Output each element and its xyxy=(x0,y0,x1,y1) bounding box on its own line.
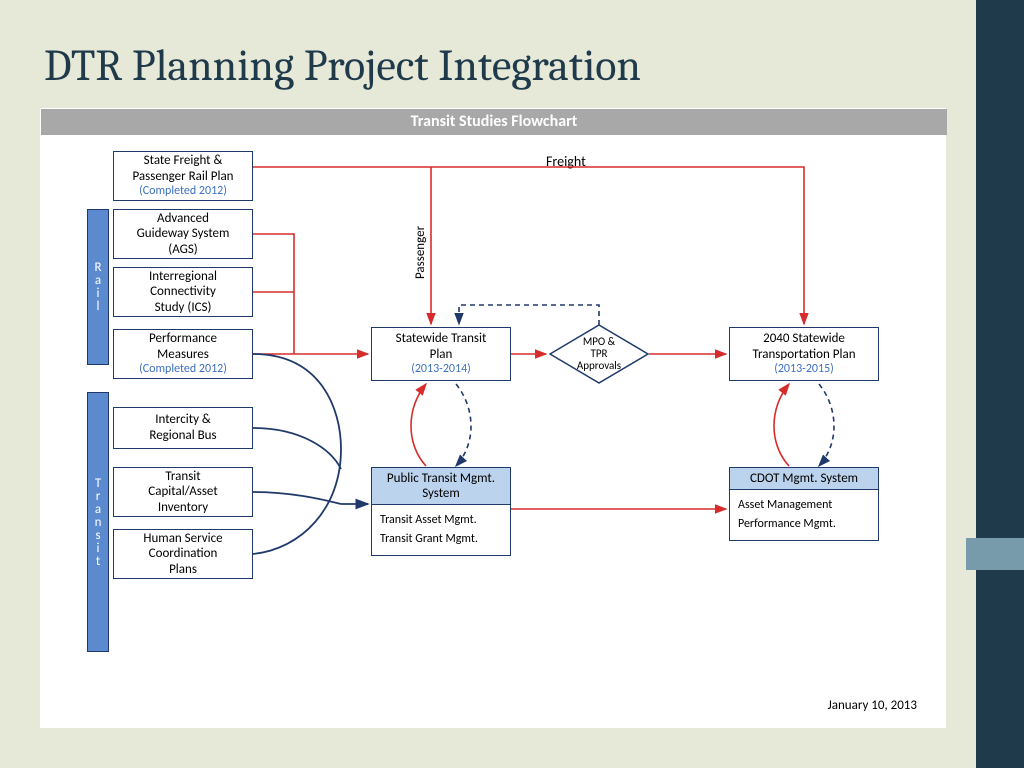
text: Transit Asset Mgmt. xyxy=(380,511,502,530)
text: Intercity & xyxy=(155,412,211,428)
transit-category: Transit xyxy=(87,392,109,652)
text: Human Service xyxy=(143,531,222,547)
text: Transit Grant Mgmt. xyxy=(380,530,502,549)
node-cdot-mgmt: CDOT Mgmt. System Asset Management Perfo… xyxy=(729,467,879,541)
sidebar-stripe xyxy=(976,0,1024,768)
date-label: January 10, 2013 xyxy=(828,698,917,713)
text: (2013-2015) xyxy=(774,362,834,376)
text: Guideway System xyxy=(137,226,230,242)
node-2040-plan: 2040 Statewide Transportation Plan (2013… xyxy=(729,327,879,381)
text: Coordination xyxy=(149,546,218,562)
text: (Completed 2012) xyxy=(139,362,227,376)
page-title: DTR Planning Project Integration xyxy=(44,40,641,91)
sys-head: CDOT Mgmt. System xyxy=(730,468,878,490)
text: (Completed 2012) xyxy=(139,184,227,198)
text: Statewide Transit xyxy=(396,331,487,347)
node-intercity-bus: Intercity & Regional Bus xyxy=(113,407,253,449)
text: Study (ICS) xyxy=(155,300,212,316)
node-ptms: Public Transit Mgmt. System Transit Asse… xyxy=(371,467,511,556)
sys-head: Public Transit Mgmt. System xyxy=(372,468,510,505)
text: Plans xyxy=(169,562,197,578)
text: Advanced xyxy=(157,211,209,227)
node-human-service: Human Service Coordination Plans xyxy=(113,529,253,579)
text: Performance Mgmt. xyxy=(738,515,870,534)
freight-label: Freight xyxy=(546,153,586,170)
text: (2013-2014) xyxy=(411,362,471,376)
text: Approvals xyxy=(577,360,621,372)
node-capital-asset: Transit Capital/Asset Inventory xyxy=(113,467,253,517)
node-performance: Performance Measures (Completed 2012) xyxy=(113,329,253,379)
node-ags: Advanced Guideway System (AGS) xyxy=(113,209,253,259)
text: Measures xyxy=(157,347,209,363)
flowchart-panel: Transit Studies Flowchart Rail Transit S… xyxy=(40,108,946,728)
rail-category: Rail xyxy=(87,209,109,365)
text: 2040 Statewide xyxy=(763,331,845,347)
text: Transportation Plan xyxy=(752,347,855,363)
passenger-label: Passenger xyxy=(413,226,428,279)
text: Performance xyxy=(149,331,217,347)
text: Connectivity xyxy=(150,284,216,300)
text: Transit xyxy=(165,469,200,485)
text: Inventory xyxy=(158,500,208,516)
node-statewide-transit-plan: Statewide Transit Plan (2013-2014) xyxy=(371,327,511,381)
text: (AGS) xyxy=(168,242,198,258)
text: Interregional xyxy=(149,269,217,285)
text: Capital/Asset xyxy=(148,484,217,500)
node-mpo-tpr: MPO & TPR Approvals xyxy=(549,324,649,384)
text: Asset Management xyxy=(738,496,870,515)
text: Regional Bus xyxy=(149,428,216,444)
node-state-freight-rail: State Freight & Passenger Rail Plan (Com… xyxy=(113,151,253,201)
node-ics: Interregional Connectivity Study (ICS) xyxy=(113,267,253,317)
flowchart-banner: Transit Studies Flowchart xyxy=(41,109,947,135)
text: State Freight & xyxy=(144,153,223,168)
text: Passenger Rail Plan xyxy=(132,169,233,184)
sidebar-accent xyxy=(966,538,1024,570)
text: Plan xyxy=(430,347,453,363)
